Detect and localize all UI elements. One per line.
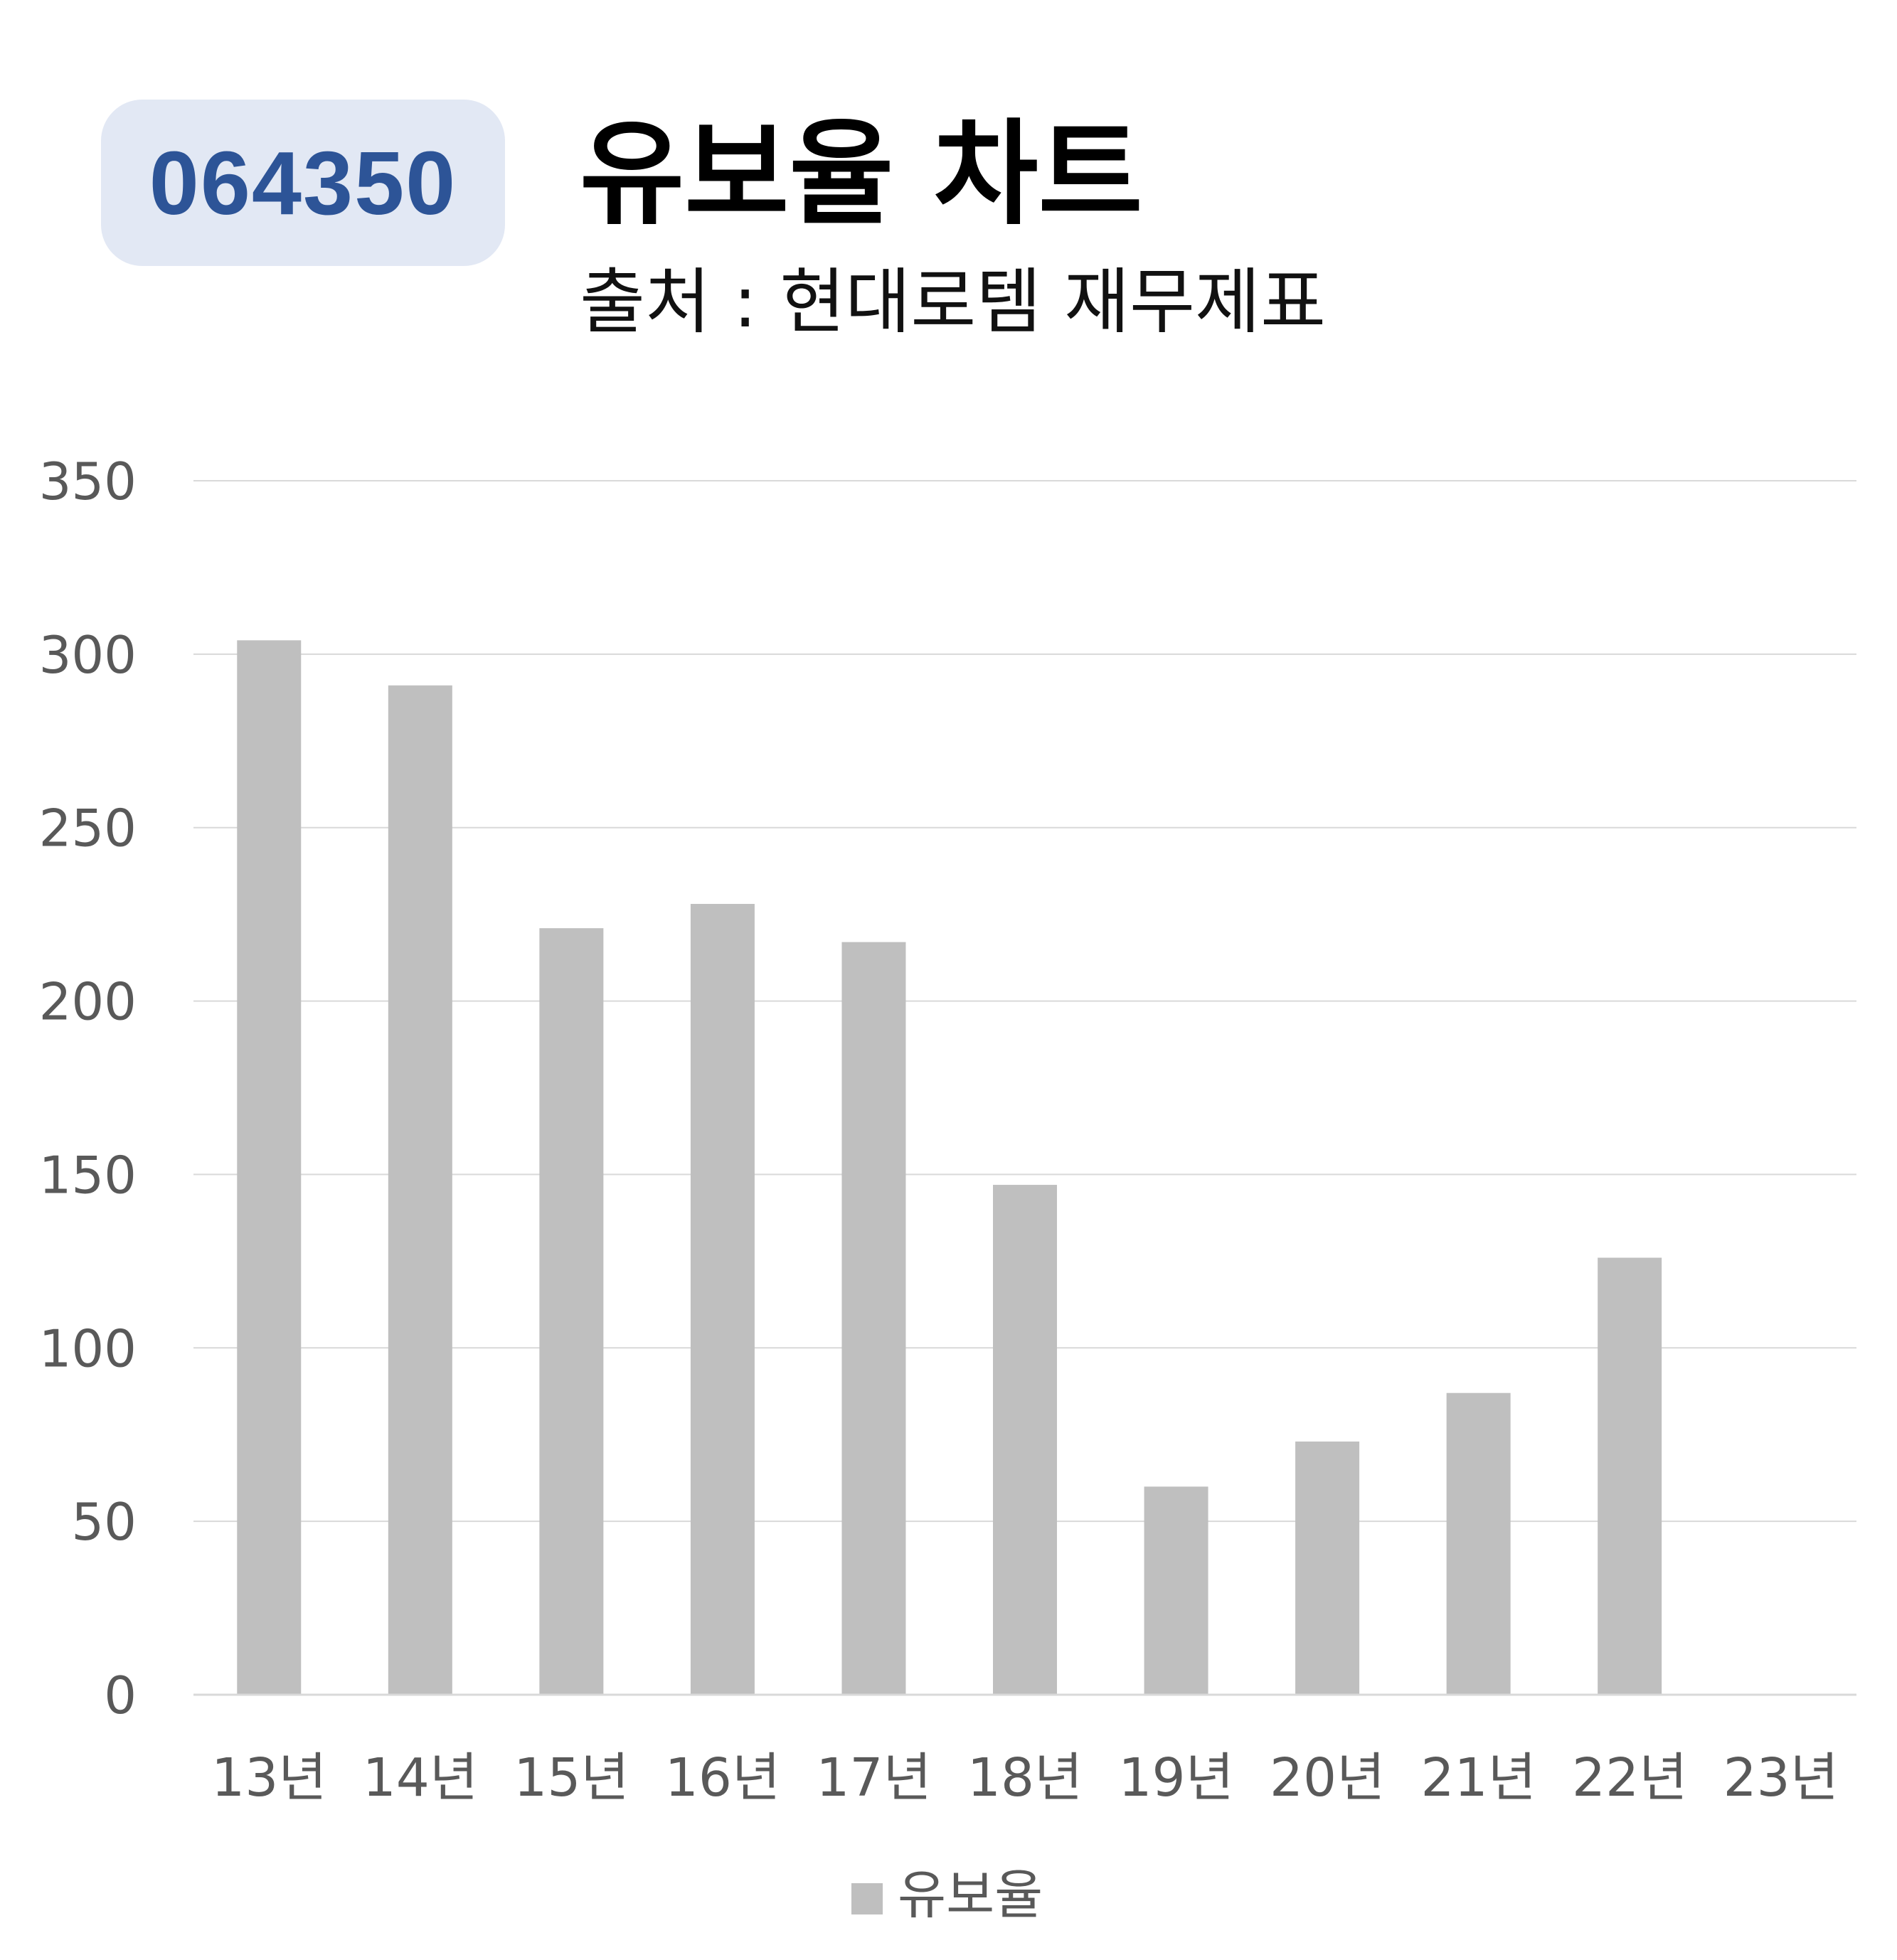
legend-label: 유보율 xyxy=(898,1865,1043,1926)
x-tick-label: 22년 xyxy=(1572,1747,1687,1809)
bar xyxy=(388,685,452,1695)
x-tick-label: 18년 xyxy=(967,1747,1083,1809)
x-tick-label: 13년 xyxy=(211,1747,326,1809)
legend-swatch xyxy=(851,1883,883,1914)
y-tick-label: 100 xyxy=(39,1319,137,1378)
y-tick-label: 0 xyxy=(104,1666,137,1725)
bar xyxy=(539,928,604,1695)
bar xyxy=(1144,1486,1208,1695)
chart-title: 유보율 차트 xyxy=(580,107,1143,240)
bar xyxy=(237,640,302,1695)
chart-subtitle: 출처 : 현대로템 재무제표 xyxy=(580,260,1327,343)
x-tick-label: 14년 xyxy=(363,1747,478,1809)
y-tick-label: 150 xyxy=(39,1145,137,1205)
x-tick-label: 17년 xyxy=(816,1747,931,1809)
x-tick-label: 16년 xyxy=(665,1747,780,1809)
y-tick-label: 350 xyxy=(39,452,137,511)
bar xyxy=(1446,1392,1511,1695)
x-tick-label: 21년 xyxy=(1421,1747,1536,1809)
y-tick-label: 200 xyxy=(39,972,137,1032)
bar xyxy=(1295,1441,1360,1695)
stock-code: 064350 xyxy=(149,132,457,233)
bar xyxy=(690,904,755,1695)
bar xyxy=(993,1185,1057,1695)
x-tick-label: 23년 xyxy=(1723,1747,1839,1809)
stock-code-badge: 064350 xyxy=(101,100,505,266)
y-tick-label: 300 xyxy=(39,625,137,685)
x-tick-label: 19년 xyxy=(1118,1747,1233,1809)
bar xyxy=(841,942,906,1695)
y-tick-label: 250 xyxy=(39,799,137,858)
y-tick-label: 50 xyxy=(71,1492,137,1552)
x-tick-label: 15년 xyxy=(514,1747,629,1809)
x-tick-label: 20년 xyxy=(1270,1747,1385,1809)
bar xyxy=(1598,1257,1662,1695)
